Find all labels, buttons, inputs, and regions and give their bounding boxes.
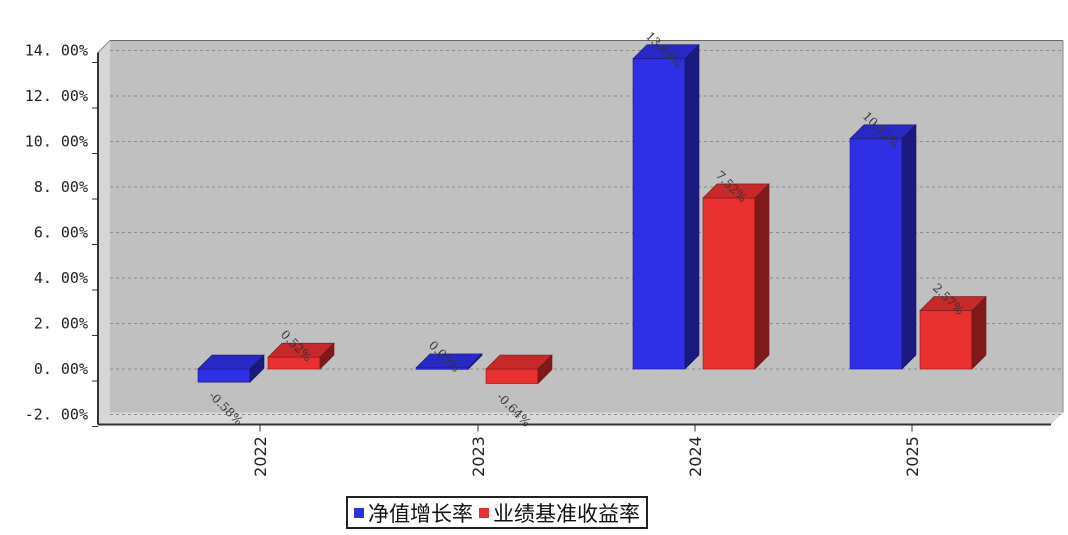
- plot-floor: [98, 412, 1063, 425]
- bar-side-face: [319, 342, 335, 370]
- bar: [919, 310, 973, 370]
- y-tick-label: 14. 00%: [25, 42, 88, 60]
- bar: [485, 368, 539, 384]
- y-tick-label: -2. 00%: [25, 406, 88, 424]
- plot-left-wall: [98, 40, 110, 425]
- bar: [849, 138, 903, 370]
- bar-side-face: [249, 354, 265, 383]
- bar: [632, 58, 686, 370]
- legend-item-benchmark: 业绩基准收益率: [479, 498, 640, 528]
- legend-swatch-nav-growth: [354, 507, 364, 518]
- legend: 净值增长率 业绩基准收益率: [346, 496, 648, 529]
- legend-swatch-benchmark: [479, 507, 489, 518]
- y-tick-label: 10. 00%: [25, 133, 88, 151]
- legend-item-nav-growth: 净值增长率: [354, 498, 473, 528]
- plot-corner-edge: [97, 40, 111, 53]
- y-tick-label: 6. 00%: [34, 224, 88, 242]
- x-tick-label: 2023: [469, 436, 488, 477]
- y-tick-label: 2. 00%: [34, 315, 88, 333]
- bar-side-face: [537, 354, 553, 385]
- bar: [267, 356, 321, 370]
- y-tick-label: 4. 00%: [34, 269, 88, 287]
- bar: [702, 197, 756, 370]
- y-tick-label: 0. 00%: [34, 360, 88, 378]
- x-tick-label: 2025: [903, 436, 922, 477]
- bar-side-face: [684, 43, 700, 370]
- bar-side-face: [467, 353, 483, 371]
- y-tick-label: 12. 00%: [25, 87, 88, 105]
- bars: [197, 43, 987, 385]
- legend-label-benchmark: 业绩基准收益率: [493, 501, 640, 526]
- x-tick-label: 2024: [686, 436, 705, 477]
- legend-label-nav-growth: 净值增长率: [368, 501, 473, 526]
- bar: [197, 368, 251, 383]
- bar-side-face: [754, 183, 770, 370]
- x-axis: 2022 2023 2024 2025: [251, 424, 922, 477]
- bar-side-face: [901, 124, 917, 370]
- y-axis: 14. 00% 12. 00% 10. 00% 8. 00% 6. 00% 4. 00% 2…: [25, 42, 98, 427]
- y-tick-label: 8. 00%: [34, 178, 88, 196]
- x-tick-label: 2022: [251, 436, 270, 477]
- bar-side-face: [971, 295, 987, 370]
